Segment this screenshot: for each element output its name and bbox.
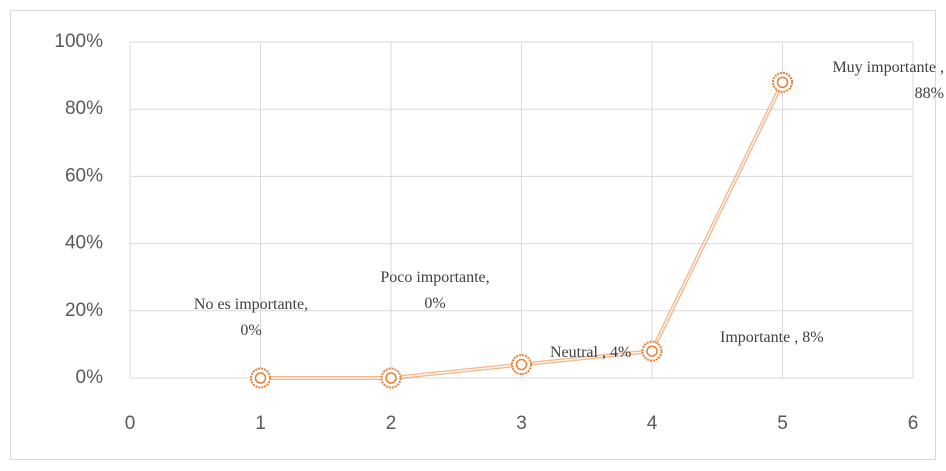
data-label: Muy importante , 88% (832, 59, 944, 102)
y-tick-label: 80% (65, 98, 103, 119)
point-inner (646, 345, 658, 357)
data-label: Poco importante, 0% (380, 269, 490, 312)
y-tick-label: 0% (76, 367, 104, 388)
data-label: Importante , 8% (720, 329, 824, 346)
data-label: Neutral , 4% (550, 344, 632, 361)
x-tick-label: 0 (125, 413, 136, 434)
x-tick-label: 6 (908, 413, 919, 434)
point-inner (776, 76, 789, 89)
chart-border (10, 10, 936, 460)
y-tick-label: 20% (65, 300, 103, 321)
data-label: No es importante, 0% (193, 296, 309, 339)
point-inner (254, 372, 267, 384)
x-tick-label: 1 (255, 413, 266, 434)
y-tick-label: 40% (65, 233, 103, 254)
y-tick-label: 100% (54, 31, 103, 52)
x-tick-label: 5 (777, 413, 788, 434)
point-inner (515, 358, 528, 371)
y-tick-label: 60% (65, 165, 103, 186)
x-tick-label: 4 (647, 413, 658, 434)
point-inner (385, 372, 397, 384)
x-tick-label: 3 (516, 413, 527, 434)
x-tick-label: 2 (386, 413, 397, 434)
